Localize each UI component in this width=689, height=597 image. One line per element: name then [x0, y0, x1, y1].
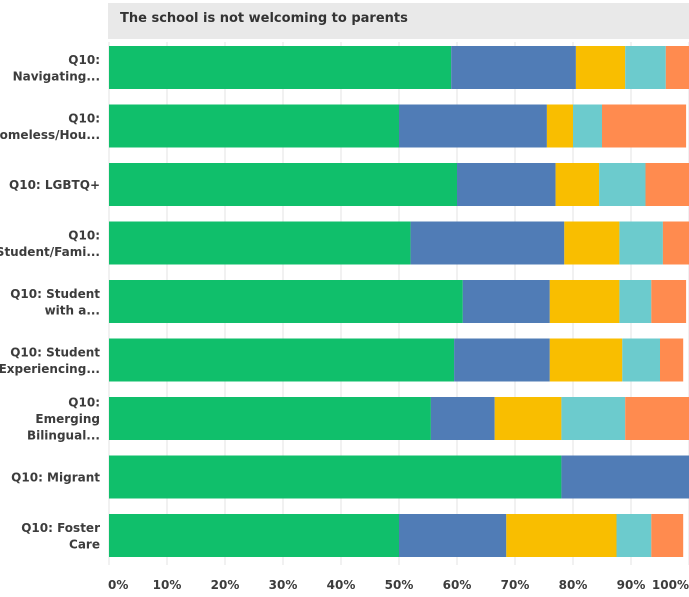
bar-segment [564, 221, 620, 265]
category-label: Q10: Student Experiencing... [0, 345, 100, 376]
bar-segment [399, 104, 547, 148]
category-label: Q10: Emerging Bilingual... [27, 396, 100, 443]
category-label: Q10: Student/Fami... [0, 228, 100, 259]
bar-segment [109, 163, 457, 206]
x-tick-label: 40% [327, 578, 356, 592]
bar-segment [109, 514, 399, 557]
bar-segment [619, 221, 663, 265]
bar-segment [561, 455, 689, 499]
bar-segment [645, 163, 689, 206]
bar-segment [662, 221, 689, 265]
category-label: Q10: Student with a... [10, 287, 100, 318]
x-tick-label: 50% [385, 578, 414, 592]
bar-segment [430, 397, 495, 440]
category-label: Q10: LGBTQ+ [9, 178, 100, 192]
bar-segment [555, 163, 600, 206]
bar-segment [454, 338, 550, 382]
bar-segment [651, 514, 684, 557]
bar-segment [109, 104, 399, 148]
bar-segment [549, 338, 623, 382]
chart-title-bar [108, 3, 689, 39]
x-tick-label: 20% [211, 578, 240, 592]
category-labels: Q10: Navigating... Q10: Homeless/Hou... Q10:… [0, 53, 100, 552]
x-tick-label: 80% [559, 578, 588, 592]
category-label: Q10: Foster Care [21, 521, 100, 552]
category-label: Q10: Homeless/Hou... [0, 111, 100, 142]
bar-segment [660, 338, 684, 382]
bar-segment [625, 397, 689, 440]
bar-segment [573, 104, 602, 148]
bar-segment [457, 163, 556, 206]
chart-title: The school is not welcoming to parents [120, 11, 408, 26]
x-tick-label: 10% [153, 578, 182, 592]
bar-segment [619, 280, 652, 323]
x-tick-label: 70% [501, 578, 530, 592]
bar-segment [494, 397, 562, 440]
bar-segment [575, 46, 626, 89]
bar-segment [109, 280, 463, 323]
bar-segment [399, 514, 507, 557]
bar-segment [109, 221, 411, 265]
bar-segment [622, 338, 660, 382]
x-tick-label: 0% [108, 578, 128, 592]
bar-segment [109, 455, 562, 499]
bar-segment [462, 280, 550, 323]
bars [109, 46, 689, 557]
bar-segment [561, 397, 626, 440]
bar-segment [651, 280, 687, 323]
x-tick-label: 30% [269, 578, 298, 592]
bar-segment [599, 163, 646, 206]
category-label: Q10: Navigating... [13, 53, 100, 84]
bar-segment [410, 221, 565, 265]
x-tick-labels: 0% 10% 20% 30% 40% 50% 60% 70% 80% 90% 100% [108, 578, 689, 592]
x-tick-label: 100% [652, 578, 689, 592]
bar-segment [506, 514, 617, 557]
bar-segment [109, 397, 431, 440]
bar-segment [546, 104, 573, 148]
bar-segment [625, 46, 666, 89]
category-label: Q10: Migrant [11, 471, 100, 485]
bar-segment [616, 514, 652, 557]
x-tick-label: 90% [617, 578, 646, 592]
bar-segment [109, 338, 455, 382]
bar-segment [451, 46, 576, 89]
bar-segment [549, 280, 620, 323]
bar-segment [109, 46, 452, 89]
bar-segment [665, 46, 689, 89]
x-tick-label: 60% [443, 578, 472, 592]
bar-segment [602, 104, 687, 148]
